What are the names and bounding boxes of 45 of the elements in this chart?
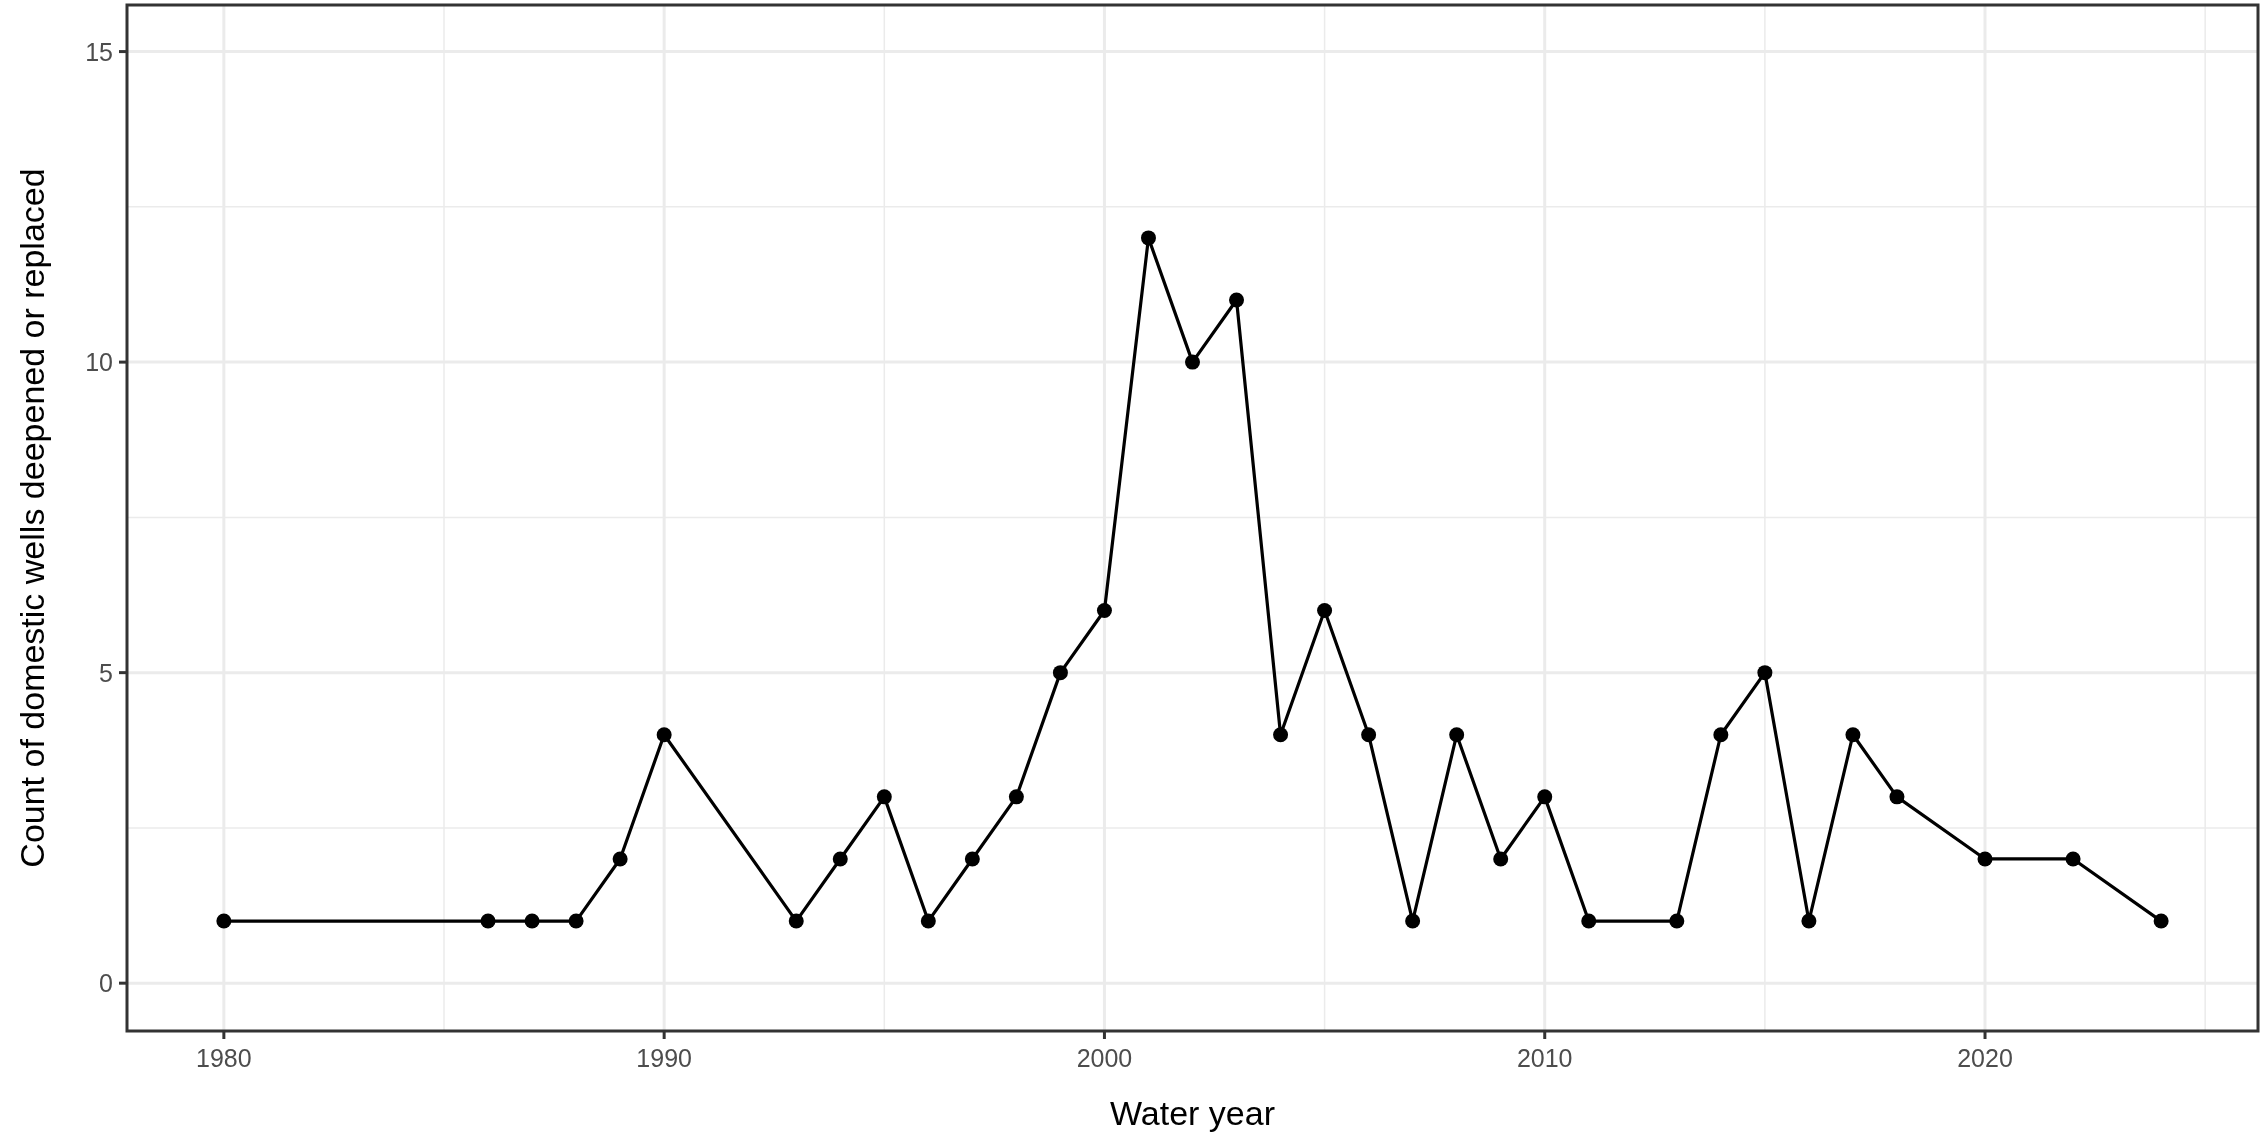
point [832, 851, 848, 867]
x-tick-label: 1990 [636, 1044, 692, 1072]
y-axis-title: Count of domestic wells deepened or replaced [13, 168, 51, 868]
point [1493, 851, 1509, 867]
point [1801, 913, 1817, 929]
point [1052, 665, 1068, 681]
point [1361, 727, 1377, 743]
y-tick-label: 10 [85, 348, 113, 377]
point [876, 789, 892, 805]
point [524, 913, 540, 929]
point [1889, 789, 1905, 805]
point [1537, 789, 1553, 805]
y-tick-label: 0 [99, 969, 113, 998]
point [1669, 913, 1685, 929]
point [612, 851, 628, 867]
y-tick-label: 5 [99, 658, 113, 687]
point [1757, 665, 1773, 681]
point [1581, 913, 1597, 929]
point [2153, 913, 2169, 929]
point [1713, 727, 1729, 743]
point [216, 913, 232, 929]
point [568, 913, 584, 929]
point [1008, 789, 1024, 805]
x-tick-label: 2020 [1957, 1044, 2013, 1072]
point [1140, 230, 1156, 246]
point [1977, 851, 1993, 867]
point [480, 913, 496, 929]
point [788, 913, 804, 929]
point [656, 727, 672, 743]
point [1845, 727, 1861, 743]
point [964, 851, 980, 867]
x-tick-label: 2010 [1516, 1044, 1573, 1072]
y-tick-label: 15 [85, 37, 113, 66]
point [1449, 727, 1465, 743]
x-tick-label: 1980 [196, 1044, 252, 1072]
x-tick-label: 2000 [1076, 1044, 1133, 1072]
x-axis-title: Water year [1109, 1094, 1276, 1132]
point [1229, 292, 1245, 308]
point [2065, 851, 2081, 867]
point [1273, 727, 1289, 743]
point [920, 913, 936, 929]
point [1096, 603, 1112, 619]
point [1405, 913, 1421, 929]
point [1185, 354, 1200, 370]
point [1317, 603, 1333, 619]
